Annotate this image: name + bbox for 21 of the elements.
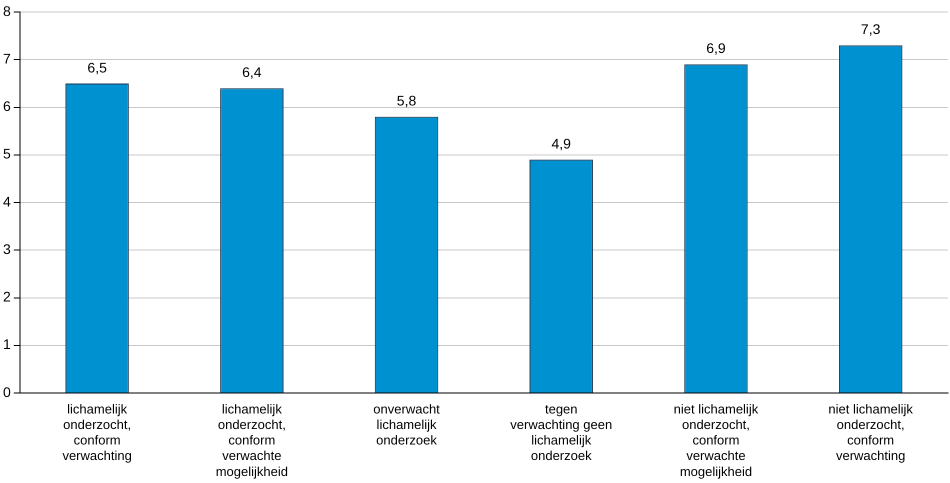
x-tick-label: niet lichamelijk onderzocht, conform verwachting [828,401,914,464]
x-tick-label: lichamelijk onderzocht, conform verwachting [62,401,132,464]
data-label: 7,3 [860,21,881,38]
data-label: 6,5 [87,59,108,76]
x-tick-label: niet lichamelijk onderzocht, conform verwachte mogelijkheid [674,401,759,479]
x-tick-label: onverwacht lichamelijk onderzoek [373,401,440,448]
y-tick-label: 8 [2,2,11,19]
y-tick-label: 7 [2,50,11,66]
data-label: 5,8 [396,92,416,109]
y-tick-label: 4 [2,193,11,210]
data-label: 6,4 [242,64,262,80]
y-tick-label: 2 [2,288,11,305]
y-tick-label: 3 [2,240,11,257]
y-tick-label: 6 [2,98,11,114]
y-tick-label: 1 [2,336,11,352]
x-tick-label: lichamelijk onderzocht, conform verwachte mogelijkheid [216,401,288,479]
x-tick-label: tegen verwachting geen lichamelijk onderzoek [510,401,612,464]
y-tick-label: 0 [2,384,11,400]
data-label: 6,9 [706,40,726,56]
y-tick-label: 5 [2,146,11,162]
data-label: 4,9 [552,135,572,152]
